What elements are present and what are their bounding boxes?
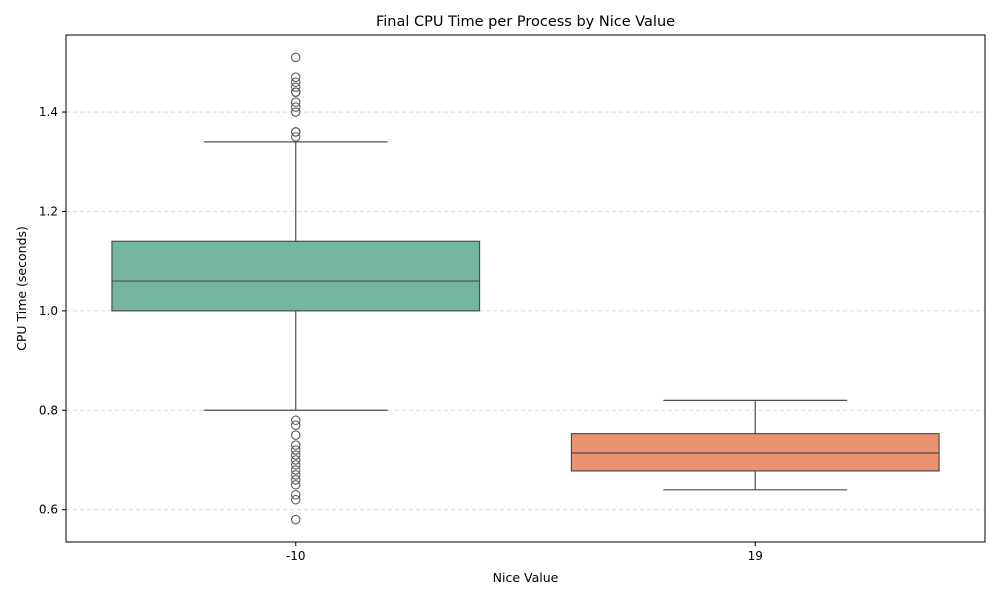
x-tick-label: 19	[748, 549, 763, 563]
outlier-point	[291, 415, 301, 425]
outlier-point	[291, 87, 301, 97]
y-tick-label: 1.4	[39, 105, 58, 119]
outlier-point	[291, 127, 301, 137]
boxes	[111, 52, 940, 525]
box-group	[111, 52, 481, 525]
outlier-point	[291, 72, 301, 82]
outlier-point	[291, 430, 301, 440]
outlier-point	[291, 465, 301, 475]
x-axis-label: Nice Value	[493, 570, 559, 585]
outlier-point	[291, 77, 301, 87]
outlier-point	[291, 132, 301, 142]
x-tick-label: -10	[286, 549, 306, 563]
outlier-point	[291, 450, 301, 460]
y-tick-label: 0.6	[39, 503, 58, 517]
outlier-point	[291, 495, 301, 505]
axes: 0.6 0.8 1.0 1.2 1.4 -10 19	[39, 105, 763, 563]
outlier-point	[291, 490, 301, 500]
outlier-point	[291, 420, 301, 430]
outlier-point	[291, 440, 301, 450]
outlier-point	[291, 475, 301, 485]
outlier-point	[291, 445, 301, 455]
outlier-point	[291, 102, 301, 112]
iqr-box	[570, 433, 940, 472]
outlier-point	[291, 97, 301, 107]
outlier-point	[291, 470, 301, 480]
outlier-point	[291, 455, 301, 465]
outlier-point	[291, 460, 301, 470]
y-tick-label: 0.8	[39, 403, 58, 417]
outlier-point	[291, 107, 301, 117]
outlier-point	[291, 82, 301, 92]
y-axis-label: CPU Time (seconds)	[14, 226, 29, 351]
grid-lines	[66, 111, 985, 511]
iqr-box	[111, 240, 481, 312]
plot-frame	[65, 34, 986, 543]
chart-title: Final CPU Time per Process by Nice Value	[376, 14, 675, 30]
box-group	[570, 399, 940, 491]
y-tick-label: 1.2	[39, 204, 58, 218]
outlier-point	[291, 480, 301, 490]
outlier-point	[291, 52, 301, 63]
y-tick-label: 1.0	[39, 304, 58, 318]
outlier-point	[291, 514, 301, 525]
